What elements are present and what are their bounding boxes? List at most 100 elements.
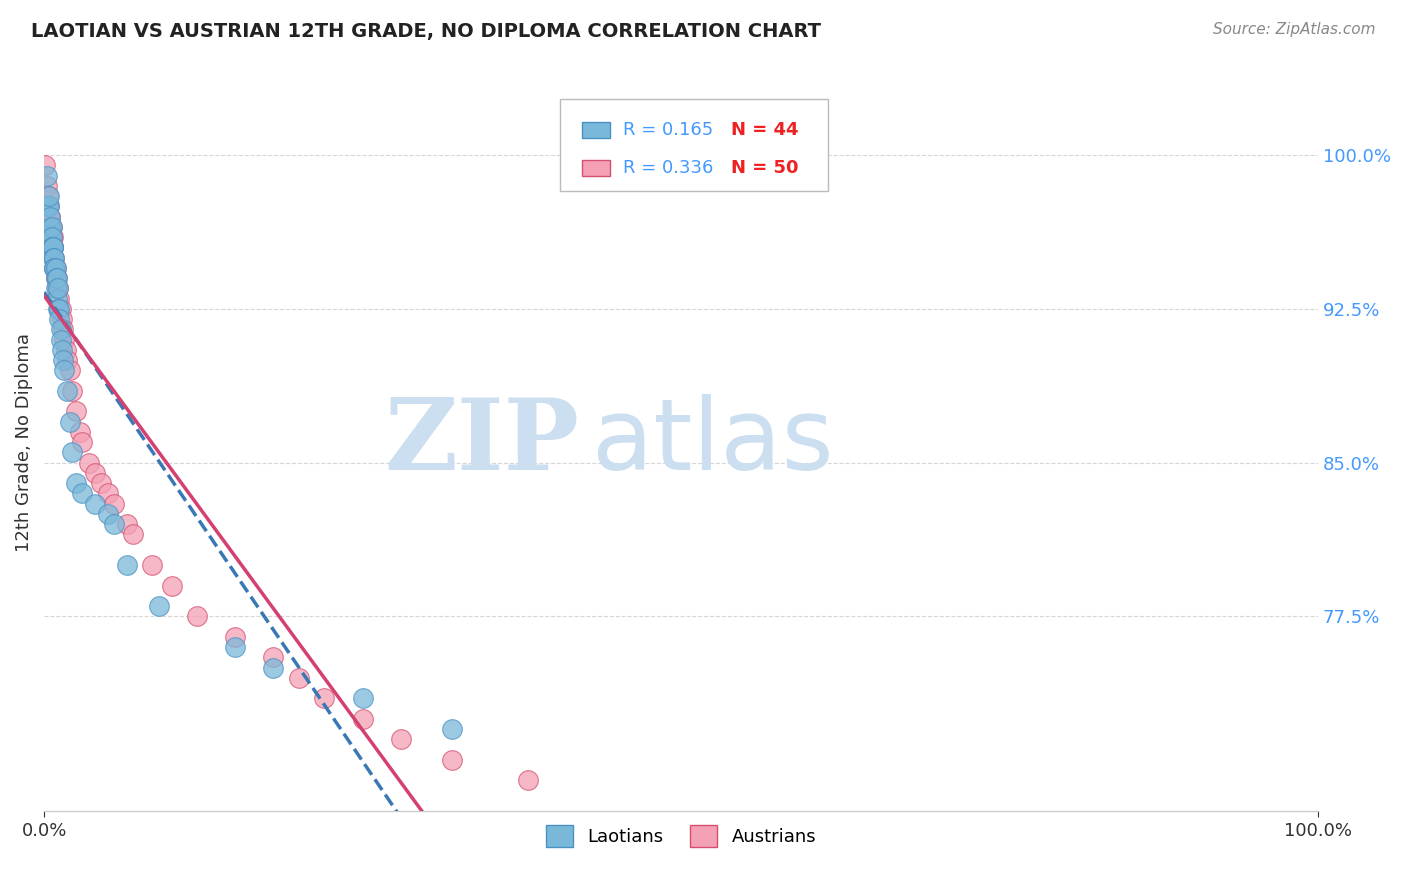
Point: [288, 671, 311, 685]
Point: [56, 353, 79, 368]
Text: LAOTIAN VS AUSTRIAN 12TH GRADE, NO DIPLOMA CORRELATION CHART: LAOTIAN VS AUSTRIAN 12TH GRADE, NO DIPLO…: [31, 22, 821, 41]
Point: [39, 210, 62, 224]
Point: [42, 240, 65, 254]
Point: [48, 312, 70, 326]
Point: [41, 240, 63, 254]
Point: [517, 773, 540, 788]
Point: [41, 230, 63, 244]
Point: [90, 476, 112, 491]
Point: [41, 219, 63, 234]
Point: [37, 189, 59, 203]
Bar: [582, 122, 610, 138]
Point: [37, 199, 59, 213]
Point: [38, 199, 60, 213]
Text: atlas: atlas: [592, 393, 834, 491]
Point: [97, 486, 120, 500]
Point: [352, 691, 374, 706]
Point: [49, 333, 72, 347]
Point: [60, 445, 83, 459]
Point: [45, 260, 67, 275]
Point: [224, 640, 246, 654]
Point: [77, 456, 100, 470]
Point: [51, 343, 73, 357]
Point: [45, 271, 67, 285]
Point: [44, 251, 66, 265]
Point: [72, 435, 94, 450]
Point: [115, 558, 138, 573]
Point: [49, 322, 72, 336]
Point: [45, 271, 67, 285]
Point: [45, 271, 67, 285]
Point: [160, 579, 183, 593]
Point: [37, 199, 59, 213]
Point: [35, 178, 58, 193]
Point: [352, 712, 374, 726]
Point: [42, 240, 65, 254]
Point: [65, 476, 87, 491]
Point: [84, 497, 107, 511]
FancyBboxPatch shape: [560, 99, 828, 191]
Point: [69, 425, 91, 439]
Point: [65, 404, 87, 418]
Point: [48, 292, 70, 306]
Point: [41, 219, 63, 234]
Point: [49, 301, 72, 316]
Point: [314, 691, 336, 706]
Point: [141, 558, 163, 573]
Point: [115, 517, 138, 532]
Point: [42, 251, 65, 265]
Point: [103, 517, 125, 532]
Point: [39, 219, 62, 234]
Point: [34, 158, 56, 172]
Point: [58, 363, 80, 377]
Text: N = 50: N = 50: [731, 160, 799, 178]
Point: [53, 333, 76, 347]
Point: [42, 240, 65, 254]
Point: [39, 219, 62, 234]
Point: [60, 384, 83, 398]
Point: [45, 281, 67, 295]
Point: [148, 599, 170, 614]
Point: [45, 260, 67, 275]
Point: [46, 281, 69, 295]
Point: [45, 292, 67, 306]
Text: ZIP: ZIP: [384, 393, 579, 491]
Point: [41, 230, 63, 244]
Point: [42, 230, 65, 244]
Text: R = 0.336: R = 0.336: [623, 160, 713, 178]
Point: [45, 271, 67, 285]
Point: [262, 660, 284, 674]
Point: [39, 230, 62, 244]
Point: [53, 363, 76, 377]
Legend: Laotians, Austrians: Laotians, Austrians: [538, 817, 824, 854]
Point: [52, 353, 75, 368]
Point: [35, 169, 58, 183]
Point: [55, 343, 77, 357]
Point: [389, 732, 412, 747]
Point: [46, 301, 69, 316]
Point: [122, 527, 145, 541]
Point: [38, 189, 60, 203]
Text: N = 44: N = 44: [731, 121, 799, 139]
Text: R = 0.165: R = 0.165: [623, 121, 713, 139]
Point: [38, 199, 60, 213]
Point: [48, 301, 70, 316]
Point: [440, 753, 463, 767]
Point: [72, 486, 94, 500]
Point: [44, 251, 66, 265]
Point: [440, 722, 463, 736]
Point: [103, 497, 125, 511]
Point: [84, 466, 107, 480]
Point: [44, 260, 66, 275]
Point: [186, 609, 208, 624]
Point: [51, 312, 73, 326]
Y-axis label: 12th Grade, No Diploma: 12th Grade, No Diploma: [15, 333, 32, 551]
Point: [56, 384, 79, 398]
Point: [38, 210, 60, 224]
Point: [224, 630, 246, 644]
Point: [262, 650, 284, 665]
Point: [45, 281, 67, 295]
Point: [46, 281, 69, 295]
Point: [97, 507, 120, 521]
Point: [39, 210, 62, 224]
